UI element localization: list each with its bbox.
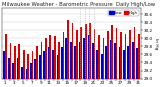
Bar [107, 31, 109, 87]
Bar [41, 42, 42, 87]
Text: Milwaukee Weather - Barometric Pressure  Daily High/Low: Milwaukee Weather - Barometric Pressure … [2, 2, 155, 7]
Bar [120, 32, 122, 87]
Legend: Low, High: Low, High [108, 10, 139, 16]
Bar [8, 58, 10, 87]
Bar [136, 48, 138, 87]
Bar [88, 35, 89, 87]
Bar [10, 43, 11, 87]
Bar [103, 37, 104, 87]
Bar [39, 55, 41, 87]
Bar [129, 30, 131, 87]
Bar [85, 24, 87, 87]
Bar [114, 43, 116, 87]
Bar [67, 20, 69, 87]
Bar [89, 23, 91, 87]
Bar [111, 25, 113, 87]
Bar [45, 37, 47, 87]
Bar [83, 37, 85, 87]
Bar [80, 27, 82, 87]
Bar [110, 40, 111, 87]
Bar [54, 36, 56, 87]
Y-axis label: In Hg: In Hg [154, 38, 158, 49]
Bar [36, 46, 38, 87]
Bar [133, 27, 135, 87]
Bar [12, 63, 14, 87]
Bar [138, 33, 140, 87]
Bar [32, 51, 33, 87]
Bar [58, 42, 60, 87]
Bar [5, 33, 7, 87]
Bar [123, 50, 125, 87]
Bar [74, 46, 76, 87]
Bar [49, 35, 51, 87]
Bar [21, 67, 23, 87]
Bar [132, 42, 133, 87]
Bar [101, 54, 103, 87]
Bar [96, 50, 98, 87]
Bar [52, 50, 54, 87]
Bar [63, 32, 64, 87]
Bar [76, 30, 78, 87]
Bar [72, 23, 73, 87]
Bar [127, 46, 129, 87]
Bar [27, 54, 29, 87]
Bar [98, 35, 100, 87]
Bar [48, 47, 49, 87]
Bar [30, 63, 32, 87]
Bar [92, 43, 94, 87]
Bar [65, 37, 67, 87]
Bar [17, 58, 18, 87]
Bar [18, 44, 20, 87]
Bar [79, 42, 80, 87]
Bar [125, 34, 126, 87]
Bar [4, 51, 5, 87]
Bar [57, 55, 58, 87]
Bar [23, 50, 25, 87]
Bar [70, 42, 72, 87]
Bar [26, 68, 27, 87]
Bar [14, 46, 16, 87]
Bar [116, 28, 117, 87]
Bar [43, 51, 45, 87]
Bar [119, 47, 120, 87]
Bar [34, 59, 36, 87]
Bar [61, 47, 63, 87]
Bar [105, 46, 107, 87]
Bar [94, 29, 95, 87]
